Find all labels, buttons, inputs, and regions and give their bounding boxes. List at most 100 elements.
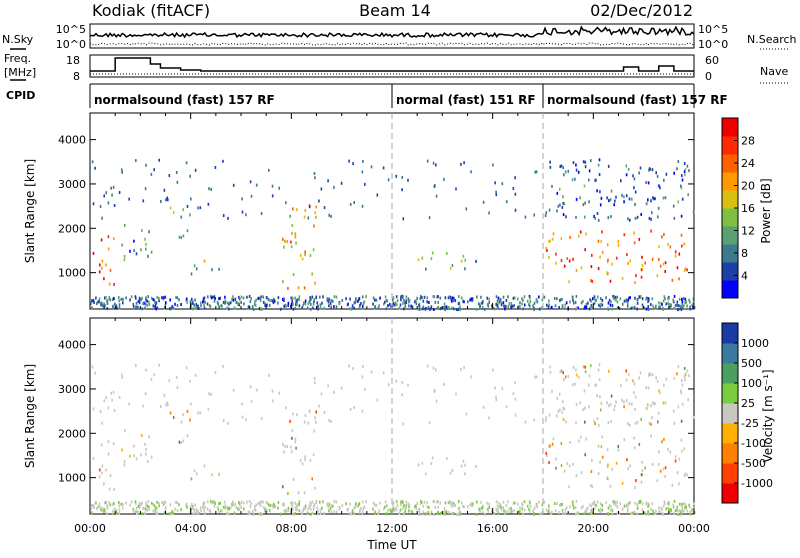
power-cell-140 [578,234,580,238]
velocity-cell-634 [207,500,209,504]
velocity-cell-697 [189,505,192,509]
power-cell-903 [386,299,388,303]
power-cell-196 [648,168,650,172]
power-cell-857 [106,301,109,305]
velocity-cell-96 [591,458,593,462]
velocity-cell-729 [651,502,654,506]
velocity-cell-328 [313,505,315,508]
power-cell-604 [443,305,445,309]
velocity-cell-198 [610,420,612,424]
velocity-cell-978 [565,420,567,424]
power-cell-33 [166,196,168,200]
velocity-cell-102 [674,455,677,459]
velocity-cell-111 [575,474,578,477]
power-cell-825 [554,304,557,308]
velocity-cell-410 [428,506,430,509]
velocity-cell-871 [600,507,602,511]
power-cell-137 [615,256,618,260]
velocity-cell-984 [556,414,558,418]
power-cell-39 [186,229,189,233]
velocity-cell-718 [504,512,506,516]
power-cell-499 [191,297,193,301]
velocity-cell-144 [617,448,620,452]
velocity-cell-906 [312,511,314,515]
power-cell-747 [634,296,636,300]
velocity-cell-1079 [636,420,639,424]
power-cell-886 [101,301,103,305]
power-cell-543 [357,299,359,303]
velocity-cell-945 [481,510,484,514]
power-cell-116 [606,243,609,247]
power-cell-191 [625,173,628,177]
power-colorbar-swatch-7 [722,154,738,173]
velocity-cell-792 [398,511,401,515]
velocity-cell-907 [418,508,420,512]
velocity-cell-1082 [249,385,252,389]
power-cell-687 [692,297,695,301]
power-cell-1095 [664,196,667,200]
power-cell-269 [650,217,652,221]
power-cell-147 [641,268,643,272]
power-cell-107 [555,261,557,265]
velocity-cell-234 [681,383,684,387]
velocity-cell-750 [538,500,540,504]
velocity-cell-81 [301,462,304,466]
power-cell-691 [171,305,174,308]
power-cell-106 [606,260,609,264]
velocity-cell-1003 [285,406,287,410]
power-cell-368 [130,295,133,299]
velocity-cell-11 [92,456,95,460]
velocity-cell-816 [688,503,690,507]
velocity-cell-881 [590,510,592,514]
velocity-cell-902 [393,508,396,512]
velocity-cell-31 [172,416,175,419]
power-cell-1041 [268,168,270,172]
velocity-cell-143 [638,442,641,446]
velocity-colorbar-swatch-3 [722,423,738,444]
power-cell-784 [125,296,127,300]
power-cell-461 [358,305,361,309]
power-cell-1003 [285,201,287,205]
power-cell-391 [292,307,295,311]
power-cell-395 [575,307,577,311]
power-cell-816 [688,298,690,302]
velocity-cell-413 [680,513,683,517]
power-cell-993 [614,199,616,203]
velocity-cell-308 [686,509,688,513]
cpid-panel: normalsound (fast) 157 RF normal (fast) 1… [89,83,728,108]
velocity-cell-847 [444,501,447,505]
power-cell-913 [335,295,338,299]
power-cell-883 [238,302,240,306]
velocity-cell-585 [330,504,333,508]
power-cell-268 [625,164,628,168]
power-cell-1038 [362,159,364,163]
power-cell-481 [505,299,508,302]
velocity-cell-426 [322,500,324,504]
velocity-cell-1061 [241,402,243,406]
power-cell-713 [377,306,380,310]
velocity-cell-567 [650,508,652,512]
power-cell-157 [607,258,609,262]
velocity-cell-209 [633,391,635,395]
velocity-cell-836 [140,503,142,507]
power-cell-872 [541,306,543,310]
power-cell-1103 [495,190,497,194]
velocity-cell-967 [272,504,274,508]
power-cell-887 [616,300,619,304]
power-cell-1088 [428,216,431,220]
velocity-cell-324 [341,504,344,507]
power-cell-94 [431,251,434,255]
noise-panel: 10^5 10^0 10^5 10^0 [56,23,728,51]
power-cell-503 [673,306,675,310]
velocity-cell-79 [315,410,317,414]
velocity-cell-215 [575,373,578,377]
velocity-cell-628 [455,513,458,516]
power-cell-793 [328,297,330,301]
velocity-cell-647 [613,502,615,506]
velocity-cell-137 [615,461,618,465]
velocity-cell-103 [569,440,571,444]
velocity-cell-62 [287,492,289,495]
velocity-cell-711 [400,503,402,507]
velocity-colorbar-frame [721,322,739,504]
